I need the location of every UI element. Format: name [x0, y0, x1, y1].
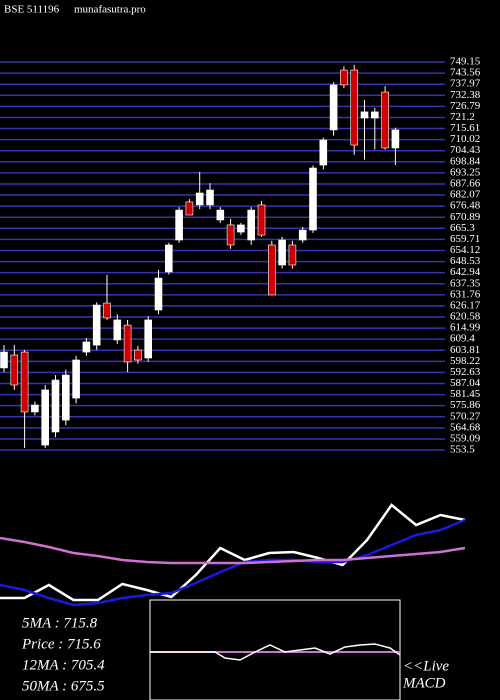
indicator-line: [0, 503, 466, 602]
y-tick-label: 620.58: [450, 311, 481, 323]
candle-body: [257, 204, 266, 236]
y-tick-label: 609.4: [450, 333, 475, 345]
macd-box: [149, 599, 401, 700]
candle-body: [165, 244, 173, 273]
y-tick-label: 665.3: [450, 222, 475, 234]
candle-body: [113, 319, 122, 341]
candle-body: [360, 111, 369, 119]
stat-label: 12MA : 705.4: [22, 657, 105, 673]
y-tick-label: 642.94: [450, 266, 481, 278]
candle-body: [298, 229, 307, 241]
y-tick-label: 614.99: [450, 322, 481, 334]
candle-body: [61, 374, 70, 421]
candle-body: [195, 192, 204, 206]
y-tick-label: 698.84: [450, 155, 481, 167]
candle-body: [175, 209, 183, 241]
candle-body: [154, 277, 163, 311]
candle-body: [144, 319, 152, 359]
candle-body: [10, 354, 19, 386]
macd-line: [150, 643, 401, 661]
indicator-line: [0, 536, 466, 565]
candle-body: [340, 69, 348, 86]
candle-body: [226, 224, 235, 246]
y-tick-label: 626.17: [450, 299, 481, 311]
y-tick-label: 749.15: [450, 56, 481, 68]
y-tick-label: 587.04: [450, 377, 481, 389]
y-tick-label: 721.2: [450, 111, 475, 123]
candle-body: [206, 189, 214, 206]
candle-body: [41, 389, 50, 446]
candle-body: [185, 201, 194, 216]
candle-body: [216, 209, 225, 221]
y-tick-label: 659.71: [450, 233, 480, 245]
candle-body: [92, 304, 101, 346]
y-tick-label: 693.25: [450, 166, 481, 178]
y-tick-label: 726.79: [450, 100, 481, 112]
candle-body: [329, 84, 338, 131]
y-tick-label: 581.45: [450, 388, 481, 400]
y-tick-label: 631.76: [450, 288, 481, 300]
candle-body: [20, 351, 29, 413]
candle-body: [309, 167, 317, 231]
candle-body: [51, 379, 60, 433]
stat-label: 50MA : 675.5: [22, 678, 105, 694]
indicator-line: [0, 518, 466, 607]
candle-body: [288, 244, 297, 266]
candle-body: [319, 139, 328, 166]
y-tick-label: 575.86: [450, 399, 481, 411]
y-tick-label: 598.22: [450, 355, 480, 367]
y-tick-label: 743.56: [450, 67, 481, 79]
y-tick-label: 564.68: [450, 421, 481, 433]
y-tick-label: 687.66: [450, 177, 481, 189]
candle-body: [103, 302, 111, 319]
y-tick-label: 654.12: [450, 244, 480, 256]
y-tick-label: 648.53: [450, 255, 481, 267]
chart-subtitle: munafasutra.pro: [74, 4, 146, 16]
candle-body: [370, 111, 379, 119]
candle-body: [123, 324, 132, 363]
candle-body: [278, 239, 286, 266]
live-link[interactable]: <<Live: [403, 658, 449, 674]
candle-body: [31, 404, 39, 413]
y-tick-label: 676.48: [450, 200, 481, 212]
y-tick-label: 715.61: [450, 122, 480, 134]
y-tick-label: 592.63: [450, 366, 481, 378]
y-tick-label: 553.5: [450, 444, 475, 456]
candle-body: [350, 69, 359, 146]
y-tick-label: 704.43: [450, 144, 481, 156]
y-tick-label: 559.09: [450, 432, 481, 444]
y-tick-label: 710.02: [450, 133, 480, 145]
stat-label: Price : 715.6: [21, 636, 101, 652]
candle-body: [381, 91, 389, 149]
candle-body: [82, 341, 91, 353]
candle-body: [134, 349, 142, 361]
stat-label: 5MA : 715.8: [22, 615, 98, 631]
candle-body: [0, 351, 8, 369]
candle-body: [391, 129, 400, 149]
y-tick-label: 637.35: [450, 277, 481, 289]
chart-title: BSE 511196: [4, 4, 60, 16]
candle-body: [237, 224, 245, 233]
y-tick-label: 670.89: [450, 211, 481, 223]
candle-body: [72, 359, 80, 399]
y-tick-label: 737.97: [450, 78, 481, 90]
y-tick-label: 682.07: [450, 189, 481, 201]
y-tick-label: 732.38: [450, 89, 481, 101]
y-tick-label: 570.27: [450, 410, 481, 422]
candle-body: [247, 209, 255, 241]
y-tick-label: 603.81: [450, 344, 480, 356]
macd-label: MACD: [402, 675, 446, 691]
candle-body: [267, 244, 276, 296]
